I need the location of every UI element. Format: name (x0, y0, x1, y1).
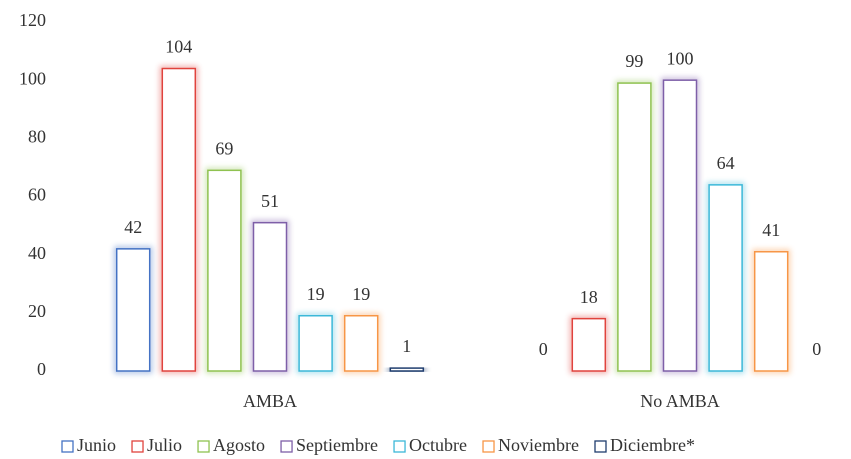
legend-label: Julio (147, 435, 182, 455)
data-label: 64 (717, 153, 735, 173)
data-label: 100 (667, 48, 694, 68)
x-tick-label: No AMBA (640, 391, 720, 411)
legend-swatch (131, 440, 144, 453)
legend-label: Noviembre (498, 435, 579, 455)
legend-swatch (482, 440, 495, 453)
legend-label: Junio (77, 435, 116, 455)
data-label: 0 (812, 339, 821, 359)
bar (252, 221, 288, 372)
legend-label: Octubre (409, 435, 467, 455)
data-label: 1 (402, 336, 411, 356)
data-label: 19 (307, 284, 325, 304)
legend-swatch (280, 440, 293, 453)
y-tick-label: 100 (19, 68, 46, 88)
legend-label: Agosto (213, 435, 265, 455)
legend-label: Diciembre* (610, 435, 695, 455)
y-tick-label: 40 (28, 243, 46, 263)
bar (298, 314, 333, 372)
data-label: 99 (625, 51, 643, 71)
bar (617, 82, 652, 372)
data-label: 104 (165, 37, 192, 57)
y-tick-label: 120 (19, 10, 46, 30)
legend-swatch (197, 440, 210, 453)
data-label: 42 (124, 217, 142, 237)
y-tick-label: 60 (28, 185, 46, 205)
bar (708, 184, 743, 372)
data-label: 19 (352, 284, 370, 304)
bar (389, 367, 425, 372)
data-label: 0 (539, 339, 548, 359)
data-label: 18 (580, 287, 598, 307)
legend-swatch (61, 440, 74, 453)
bar (207, 169, 242, 372)
y-tick-label: 80 (28, 126, 46, 146)
y-tick-label: 0 (37, 359, 46, 379)
data-label: 41 (762, 220, 780, 240)
legend-label: Septiembre (296, 435, 378, 455)
data-label: 69 (215, 138, 233, 158)
x-tick-label: AMBA (243, 391, 297, 411)
bar (753, 251, 789, 372)
data-label: 51 (261, 191, 279, 211)
bar (161, 67, 197, 372)
y-tick-label: 20 (28, 301, 46, 321)
bar (662, 79, 698, 372)
legend-swatch (393, 440, 406, 453)
bar (343, 314, 379, 372)
bar (115, 248, 151, 372)
bar (571, 317, 607, 372)
legend-swatch (594, 440, 607, 453)
